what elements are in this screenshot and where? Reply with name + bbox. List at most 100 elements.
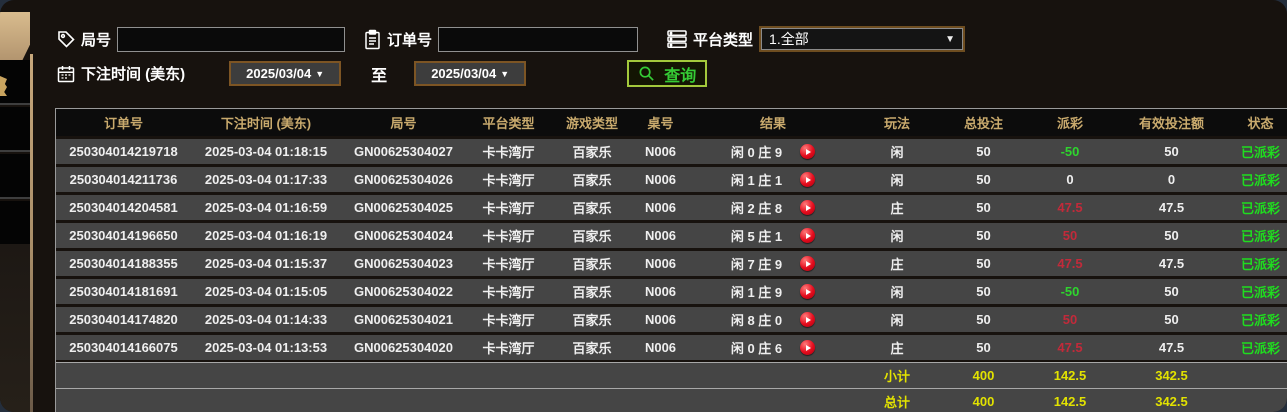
cell-bet-time: 2025-03-04 01:17:33: [204, 172, 328, 187]
replay-play-icon[interactable]: [800, 172, 816, 187]
date-to-value: 2025/03/04: [431, 66, 497, 81]
sidebar-divider: [30, 54, 33, 412]
server-list-icon: [666, 29, 688, 49]
total-bet: 400: [972, 394, 995, 409]
magnifier-icon: [638, 65, 655, 82]
cell-status: 已派彩: [1240, 285, 1280, 300]
result-text: 闲 8 庄 0: [730, 313, 783, 328]
header-total-bet: 总投注: [963, 116, 1003, 131]
sidebar-item[interactable]: [0, 154, 30, 199]
cell-payout: 47.5: [1057, 200, 1083, 215]
filter-row-1: 局号 订单号 平台类型 1.全部 ▼: [56, 26, 966, 52]
header-status: 状态: [1247, 116, 1274, 131]
cell-game-type: 百家乐: [572, 229, 612, 244]
tag-icon: [56, 29, 76, 49]
search-button[interactable]: 查询: [627, 60, 708, 87]
cell-bet-time: 2025-03-04 01:18:15: [204, 144, 328, 159]
cell-status: 已派彩: [1240, 145, 1280, 160]
cell-bet-time: 2025-03-04 01:14:33: [204, 312, 328, 327]
subtotal-payout: 142.5: [1053, 368, 1087, 383]
cell-total-bet: 50: [976, 172, 991, 187]
cell-total-bet: 50: [976, 228, 991, 243]
result-text: 闲 2 庄 8: [730, 201, 783, 216]
table-row: 250304014219718 2025-03-04 01:18:15 GN00…: [56, 139, 1287, 164]
round-no-label: 局号: [81, 31, 112, 49]
cell-play-type: 庄: [890, 257, 904, 272]
cell-play-type: 闲: [890, 173, 904, 188]
cell-total-bet: 50: [976, 144, 991, 159]
cell-round-no: GN00625304022: [353, 284, 454, 299]
result-text: 闲 0 庄 6: [730, 341, 783, 356]
header-order-no: 订单号: [103, 116, 143, 131]
cell-platform: 卡卡湾厅: [482, 257, 535, 272]
result-text: 闲 1 庄 1: [730, 173, 783, 188]
cell-round-no: GN00625304021: [353, 312, 454, 327]
cell-table-no: N006: [644, 284, 677, 299]
cell-result: 闲 1 庄 9: [688, 282, 858, 301]
cell-play-type: 闲: [890, 229, 904, 244]
table-row: 250304014204581 2025-03-04 01:16:59 GN00…: [56, 195, 1287, 220]
cell-play-type: 庄: [890, 341, 904, 356]
cell-status: 已派彩: [1240, 229, 1280, 244]
date-from-value: 2025/03/04: [246, 66, 312, 81]
header-play-type: 玩法: [883, 116, 910, 131]
cell-round-no: GN00625304025: [353, 200, 454, 215]
cell-status: 已派彩: [1240, 257, 1280, 272]
cell-game-type: 百家乐: [572, 285, 612, 300]
cell-total-bet: 50: [976, 256, 991, 271]
cell-result: 闲 0 庄 6: [688, 338, 858, 357]
sidebar-item[interactable]: [0, 107, 30, 152]
cell-table-no: N006: [644, 200, 677, 215]
cell-round-no: GN00625304026: [353, 172, 454, 187]
table-row: 250304014166075 2025-03-04 01:13:53 GN00…: [56, 335, 1287, 360]
cell-total-bet: 50: [976, 340, 991, 355]
cell-order-no: 250304014211736: [69, 172, 178, 187]
cell-table-no: N006: [644, 256, 677, 271]
order-no-label: 订单号: [387, 31, 433, 49]
replay-play-icon[interactable]: [800, 144, 816, 159]
cell-status: 已派彩: [1240, 341, 1280, 356]
cell-game-type: 百家乐: [572, 173, 612, 188]
round-no-input[interactable]: [117, 26, 346, 52]
platform-type-select[interactable]: 1.全部 ▼: [759, 26, 966, 52]
table-row: 250304014188355 2025-03-04 01:15:37 GN00…: [56, 251, 1287, 276]
result-text: 闲 1 庄 9: [730, 285, 783, 300]
replay-play-icon[interactable]: [800, 200, 816, 215]
replay-play-icon[interactable]: [800, 284, 816, 299]
date-to-picker[interactable]: 2025/03/04 ▼: [414, 61, 527, 86]
replay-play-icon[interactable]: [800, 340, 816, 355]
cell-platform: 卡卡湾厅: [482, 229, 535, 244]
filter-row-2: 下注时间 (美东) 2025/03/04 ▼ 至 2025/03/04 ▼ 查询: [56, 60, 708, 87]
cell-game-type: 百家乐: [572, 341, 612, 356]
date-from-picker[interactable]: 2025/03/04 ▼: [229, 61, 342, 86]
cell-bet-time: 2025-03-04 01:15:05: [204, 284, 328, 299]
order-no-input[interactable]: [438, 26, 639, 52]
chevron-down-icon: ▼: [500, 68, 510, 79]
replay-play-icon[interactable]: [800, 228, 816, 243]
sidebar-active-item[interactable]: [0, 12, 30, 60]
cell-payout: 0: [1066, 172, 1074, 187]
table-row: 250304014181691 2025-03-04 01:15:05 GN00…: [56, 279, 1287, 304]
cell-play-type: 闲: [890, 313, 904, 328]
cell-play-type: 闲: [890, 285, 904, 300]
cell-platform: 卡卡湾厅: [482, 285, 535, 300]
cell-platform: 卡卡湾厅: [482, 341, 535, 356]
replay-play-icon[interactable]: [800, 256, 816, 271]
cell-round-no: GN00625304023: [353, 256, 454, 271]
cell-game-type: 百家乐: [572, 257, 612, 272]
cell-order-no: 250304014196650: [69, 228, 178, 243]
table-row: 250304014211736 2025-03-04 01:17:33 GN00…: [56, 167, 1287, 192]
header-platform: 平台类型: [482, 116, 535, 131]
cell-order-no: 250304014188355: [69, 256, 178, 271]
header-table-no: 桌号: [647, 116, 674, 131]
replay-play-icon[interactable]: [800, 312, 816, 327]
cell-table-no: N006: [644, 228, 677, 243]
cell-table-no: N006: [644, 172, 677, 187]
cell-result: 闲 2 庄 8: [688, 198, 858, 217]
total-payout: 142.5: [1053, 394, 1087, 409]
cell-payout: -50: [1060, 144, 1080, 159]
search-button-label: 查询: [664, 67, 697, 85]
sidebar-item[interactable]: [0, 201, 30, 244]
cell-table-no: N006: [644, 312, 677, 327]
